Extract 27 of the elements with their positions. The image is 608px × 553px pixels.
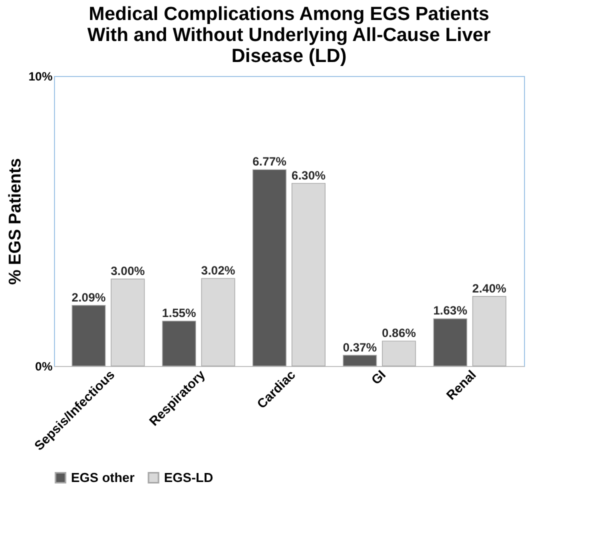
legend-label: EGS other: [71, 470, 135, 485]
y-tick-label: 0%: [35, 360, 53, 374]
data-label: 3.00%: [110, 264, 146, 278]
bar: [162, 320, 196, 366]
data-label: 0.37%: [342, 340, 378, 354]
bar: [252, 169, 286, 366]
bar: [201, 278, 236, 366]
data-label: 1.63%: [433, 304, 468, 318]
data-label: 6.77%: [252, 154, 287, 169]
data-label: 1.55%: [162, 306, 196, 320]
bar: [342, 354, 377, 366]
bar: [382, 340, 416, 366]
bar: [72, 305, 106, 366]
data-label: 6.30%: [292, 168, 326, 182]
bar: [110, 278, 145, 366]
data-label: 2.40%: [472, 281, 507, 296]
bar: [433, 318, 468, 366]
y-tick-label: 10%: [28, 70, 53, 84]
data-label: 2.09%: [72, 290, 106, 304]
bar: [472, 296, 506, 366]
data-label: 0.86%: [382, 326, 416, 340]
chart-title: Medical Complications Among EGS Patients With and Without Underlying All-Cause Liver Disease (LD): [87, 4, 492, 67]
y-axis-title: % EGS Patients: [5, 158, 24, 285]
data-label: 3.02%: [201, 263, 236, 278]
x-tick-label: GI: [368, 367, 389, 388]
legend-label: EGS-LD: [164, 470, 214, 485]
bar: [292, 182, 326, 366]
